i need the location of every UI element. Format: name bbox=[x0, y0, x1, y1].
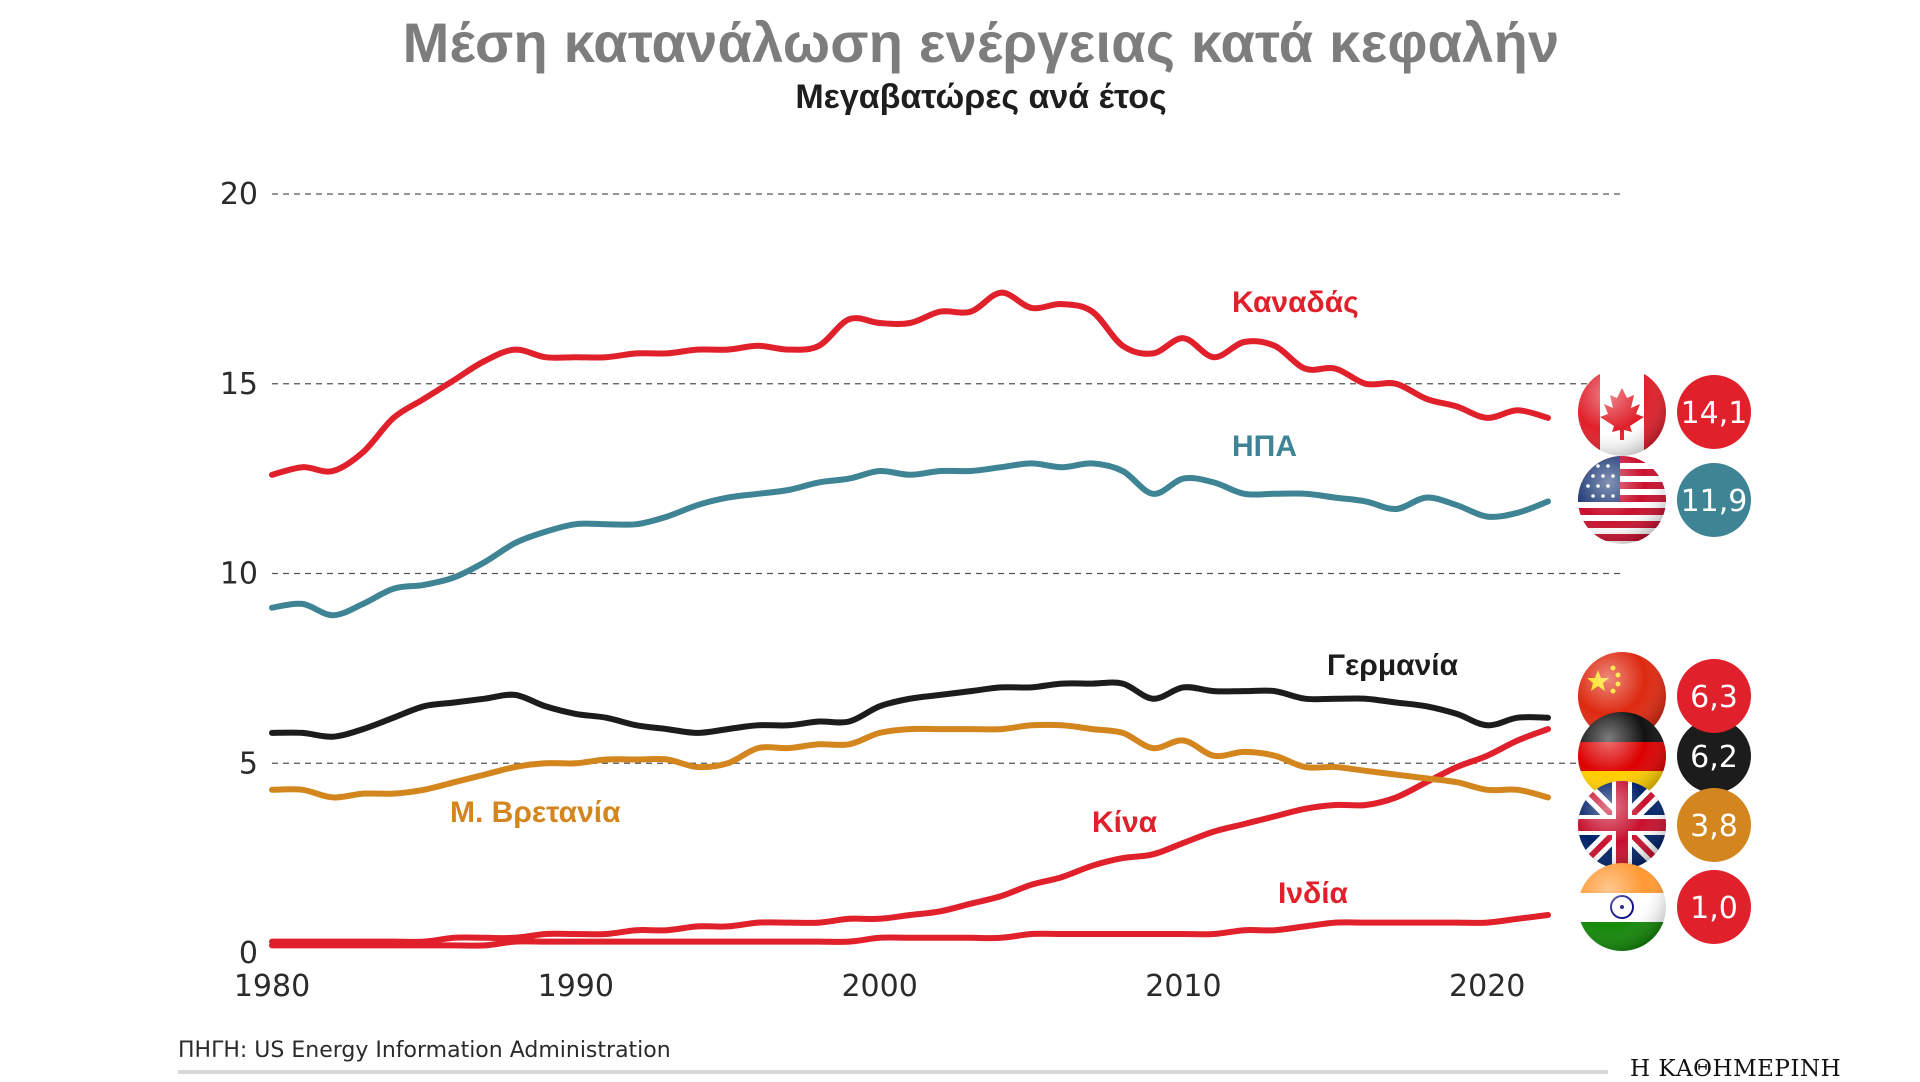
chart-title: Μέση κατανάλωση ενέργειας κατά κεφαλήν bbox=[402, 11, 1560, 74]
label-india: Ινδία bbox=[1278, 877, 1349, 910]
y-tick-label: 0 bbox=[239, 936, 258, 971]
badge-value-usa: 11,9 bbox=[1681, 484, 1748, 519]
badge-value-germany: 6,2 bbox=[1690, 740, 1738, 775]
x-axis-ticks: 1980 1990 2000 2010 2020 bbox=[234, 969, 1526, 1004]
x-tick-label: 2000 bbox=[841, 969, 917, 1004]
canada-flag-icon bbox=[1578, 368, 1666, 456]
series-line-india bbox=[269, 912, 1551, 949]
badge-germany bbox=[1677, 719, 1751, 793]
label-usa: ΗΠΑ bbox=[1232, 430, 1297, 463]
source-note: ΠΗΓΗ: US Energy Information Administrati… bbox=[178, 1038, 671, 1063]
uk-flag-icon bbox=[1578, 781, 1666, 869]
badge-usa bbox=[1677, 463, 1751, 537]
label-uk: Μ. Βρετανία bbox=[450, 796, 621, 829]
end-value-badges: 14,1 11,9 6,2 3,8 6,3 1,0 bbox=[1677, 375, 1751, 944]
badge-china bbox=[1677, 659, 1751, 733]
germany-flag-icon bbox=[1578, 712, 1666, 800]
x-tick-label: 2020 bbox=[1449, 969, 1525, 1004]
badge-uk bbox=[1677, 788, 1751, 862]
india-flag-icon bbox=[1578, 863, 1666, 951]
y-tick-label: 5 bbox=[239, 746, 258, 781]
badge-value-china: 6,3 bbox=[1690, 680, 1738, 715]
y-tick-label: 10 bbox=[220, 557, 258, 592]
usa-flag-icon bbox=[1578, 456, 1666, 544]
chart-subtitle: Μεγαβατώρες ανά έτος bbox=[795, 78, 1167, 116]
y-axis-ticks: 0 5 10 15 20 bbox=[220, 177, 258, 971]
y-tick-label: 20 bbox=[220, 177, 258, 212]
publisher-logo: Η ΚΑΘΗΜΕΡΙΝΗ bbox=[1630, 1056, 1842, 1082]
badge-india bbox=[1677, 870, 1751, 944]
y-tick-label: 15 bbox=[220, 367, 258, 402]
series-line-uk bbox=[269, 721, 1551, 801]
series-line-china bbox=[269, 726, 1551, 945]
footer-divider bbox=[178, 1070, 1608, 1074]
series-line-canada bbox=[269, 289, 1551, 478]
x-tick-label: 2010 bbox=[1145, 969, 1221, 1004]
badge-value-india: 1,0 bbox=[1690, 891, 1738, 926]
series-line-usa bbox=[269, 460, 1551, 619]
label-germany: Γερμανία bbox=[1327, 649, 1459, 682]
badge-value-uk: 3,8 bbox=[1690, 809, 1738, 844]
series-lines bbox=[269, 289, 1551, 949]
badge-canada bbox=[1677, 375, 1751, 449]
x-tick-label: 1980 bbox=[234, 969, 310, 1004]
x-tick-label: 1990 bbox=[538, 969, 614, 1004]
series-line-germany bbox=[269, 679, 1551, 740]
label-canada: Καναδάς bbox=[1232, 286, 1359, 319]
badge-value-canada: 14,1 bbox=[1681, 396, 1748, 431]
label-china: Κίνα bbox=[1092, 806, 1158, 839]
